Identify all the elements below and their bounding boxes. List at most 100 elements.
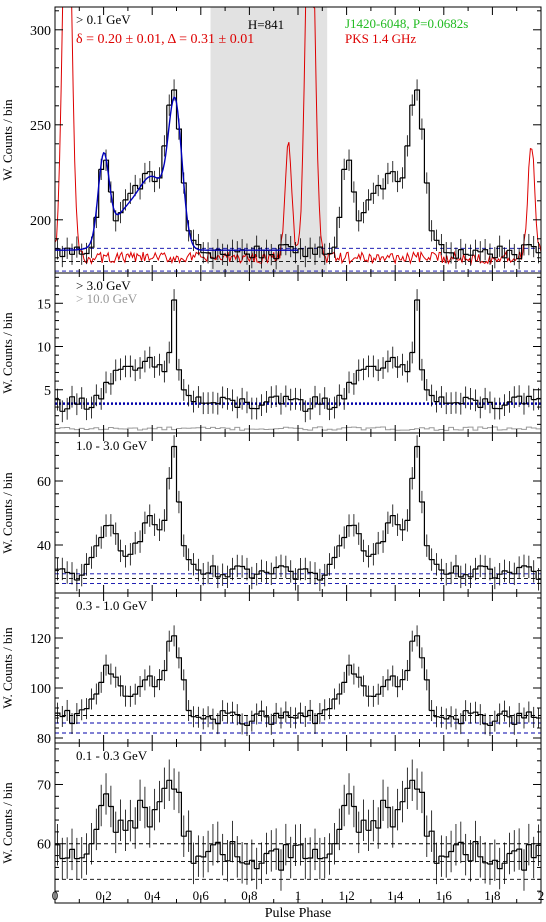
xtick-label: 1.6	[436, 888, 453, 903]
histogram-bin	[400, 364, 406, 372]
histogram-bin	[477, 398, 484, 408]
histogram-bin	[302, 568, 309, 573]
histogram-bin	[79, 854, 85, 859]
histogram-bin	[254, 405, 260, 410]
histogram-bin	[205, 252, 212, 259]
xtick-label: 0	[52, 888, 59, 903]
energy-label: 1.0 - 3.0 GeV	[76, 438, 148, 453]
histogram-bin	[244, 568, 250, 578]
histogram-bin	[171, 89, 178, 130]
histogram-bin	[390, 809, 396, 828]
histogram-bin	[137, 679, 144, 688]
panel-2: 5 10 15 W. Counts / bin > 3.0 GeV> 10.0 GeV	[0, 272, 542, 434]
histogram-bin	[307, 849, 314, 859]
histogram-bin	[259, 853, 265, 864]
histogram-bin	[424, 831, 430, 837]
histogram-bin	[186, 559, 192, 565]
histogram-bin	[424, 679, 430, 711]
histogram-bin	[414, 635, 421, 658]
histogram-bin	[531, 570, 537, 580]
histogram-bin	[132, 686, 139, 695]
histogram-bin	[84, 843, 90, 855]
histogram-bin	[273, 395, 280, 404]
histogram-bin	[147, 809, 153, 828]
energy-label: > 0.1 GeV	[76, 12, 131, 27]
histogram-bin	[531, 246, 537, 253]
histogram-bin	[264, 850, 270, 855]
histogram-bin	[176, 657, 182, 680]
histogram-bin	[142, 357, 148, 362]
histogram-bin	[230, 566, 236, 570]
histogram-bin	[113, 820, 119, 833]
histogram-bin	[79, 397, 85, 410]
histogram-bin	[123, 193, 129, 201]
histogram-bin	[361, 819, 367, 831]
histogram-bin	[307, 709, 314, 724]
histogram-bin	[409, 779, 416, 790]
histogram-bin	[341, 160, 348, 170]
ytick-label: 80	[37, 732, 51, 747]
histogram-bin	[74, 398, 80, 405]
histogram-bin	[531, 845, 537, 859]
histogram-bin	[123, 820, 129, 831]
histogram-bin	[298, 844, 304, 859]
histogram-bin	[69, 713, 75, 725]
histogram-bin	[346, 793, 353, 807]
xtick-label: 1.8	[484, 888, 500, 903]
histogram-bin	[346, 159, 353, 192]
histogram-bin	[487, 721, 493, 726]
histogram-bin	[492, 714, 498, 722]
histogram-bin	[234, 714, 241, 724]
radio-label: PKS 1.4 GHz	[345, 31, 416, 46]
histogram-bin	[205, 566, 212, 574]
histogram-bin	[385, 357, 391, 362]
histogram-bin	[419, 128, 425, 183]
histogram-bin	[244, 253, 250, 258]
histogram-bin	[390, 356, 396, 367]
histogram-bin	[395, 524, 401, 530]
histogram-bin	[98, 665, 105, 683]
xtick-label: 0.2	[95, 888, 111, 903]
histogram-bin	[380, 522, 387, 543]
histogram-bin	[516, 848, 523, 871]
histogram-bin	[273, 848, 280, 871]
histogram-bin	[507, 397, 513, 403]
histogram-bin	[487, 860, 493, 865]
histogram-bin	[249, 574, 255, 579]
histogram-bin	[166, 779, 173, 790]
xtick-label: 1.4	[387, 888, 404, 903]
histogram-bin	[380, 799, 387, 808]
histogram-bin	[477, 856, 484, 863]
histogram-bin	[419, 657, 425, 680]
ytick-label: 300	[30, 24, 51, 39]
histogram-bin	[448, 252, 455, 259]
histogram-bin	[230, 841, 236, 857]
histogram-bin	[370, 694, 377, 697]
xtick-label: 2	[538, 888, 545, 903]
histogram-bin	[385, 806, 391, 827]
histogram-bin	[375, 184, 382, 189]
histogram-bin	[526, 244, 532, 247]
histogram-bin	[370, 365, 377, 371]
histogram-bin	[375, 368, 382, 371]
histogram-bin	[468, 569, 474, 578]
histogram-bin	[254, 245, 260, 258]
histogram-bin	[93, 537, 100, 547]
histogram-bin	[332, 545, 338, 559]
histogram-bin	[220, 574, 226, 577]
histogram-bin	[341, 665, 348, 683]
histogram-bin	[414, 299, 421, 370]
histogram-bin	[74, 709, 80, 715]
histogram-bin	[103, 793, 110, 807]
histogram-bin	[395, 679, 401, 688]
histogram-bin	[521, 844, 527, 871]
histogram-bin	[526, 566, 532, 572]
histogram-bin	[404, 105, 411, 147]
histogram-bin	[438, 244, 445, 253]
histogram-bin	[453, 842, 459, 846]
histogram-bin	[84, 699, 90, 710]
histogram-bin	[458, 397, 464, 405]
histogram-bin	[205, 716, 212, 720]
histogram-bin	[249, 859, 255, 869]
histogram-bin	[157, 364, 163, 372]
